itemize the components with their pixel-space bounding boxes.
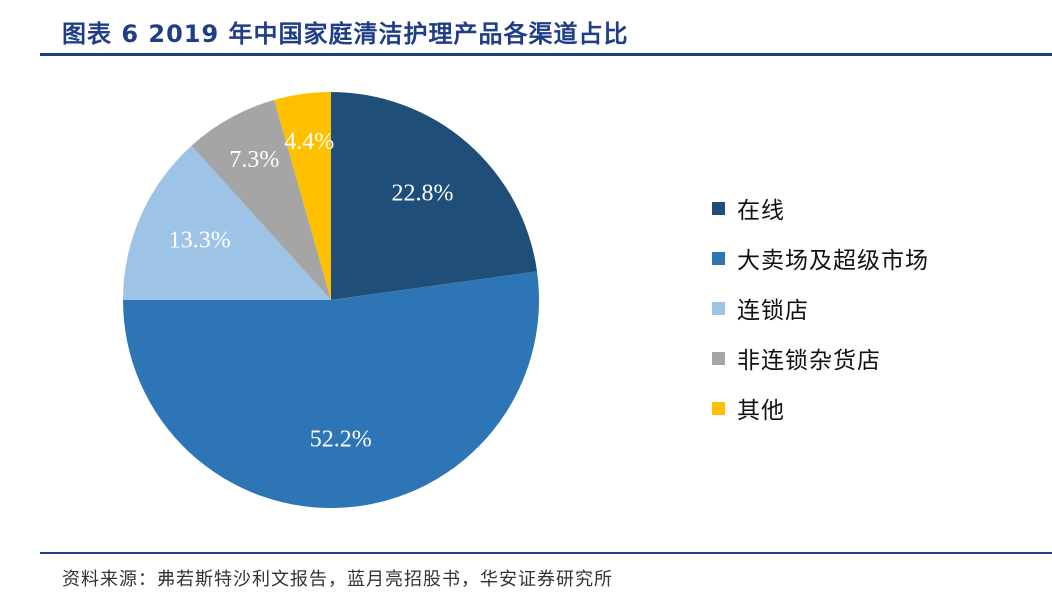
footer-divider <box>40 552 1052 554</box>
source-note: 资料来源：弗若斯特沙利文报告，蓝月亮招股书，华安证券研究所 <box>62 569 613 590</box>
legend-swatch <box>712 201 725 215</box>
legend-item: 大卖场及超级市场 <box>712 233 929 283</box>
title-bar: 图表 6 2019 年中国家庭清洁护理产品各渠道占比 <box>0 0 1052 62</box>
title-divider <box>40 53 1052 56</box>
slice-label-1: 22.8% <box>392 180 454 206</box>
legend-item: 在线 <box>712 183 929 233</box>
pie-chart: 22.8% 52.2% 13.3% 7.3%4.4% <box>123 92 539 508</box>
pie-slice-1 <box>331 92 538 300</box>
legend-label: 在线 <box>737 198 785 224</box>
legend-swatch <box>712 401 725 415</box>
pie-slice-4 <box>191 99 331 300</box>
legend-label: 非连锁杂货店 <box>737 348 881 374</box>
chart-legend: 在线大卖场及超级市场 连锁店非连锁杂货店 其他 <box>712 183 929 433</box>
pie-slice-5 <box>274 92 331 300</box>
chart-title: 图表 6 2019 年中国家庭清洁护理产品各渠道占比 <box>62 20 629 48</box>
slice-label-2: 52.2% <box>310 427 372 453</box>
legend-label: 连锁店 <box>737 298 809 324</box>
pie-slice-2 <box>123 271 539 508</box>
pie-slices <box>123 92 539 508</box>
legend-label: 大卖场及超级市场 <box>737 248 929 274</box>
legend-item: 非连锁杂货店 <box>712 333 929 383</box>
pie-labels: 22.8% 52.2% 13.3% 7.3%4.4% <box>169 129 454 453</box>
legend-swatch <box>712 301 725 315</box>
slice-label-3: 13.3% <box>169 227 231 253</box>
legend-swatch <box>712 251 725 265</box>
pie-slice-3 <box>123 145 331 300</box>
slice-label-5: 4.4% <box>284 129 334 155</box>
legend-label: 其他 <box>737 398 785 424</box>
slice-label-4: 7.3% <box>229 147 279 173</box>
legend-swatch <box>712 351 725 365</box>
legend-item: 其他 <box>712 383 929 433</box>
legend-item: 连锁店 <box>712 283 929 333</box>
